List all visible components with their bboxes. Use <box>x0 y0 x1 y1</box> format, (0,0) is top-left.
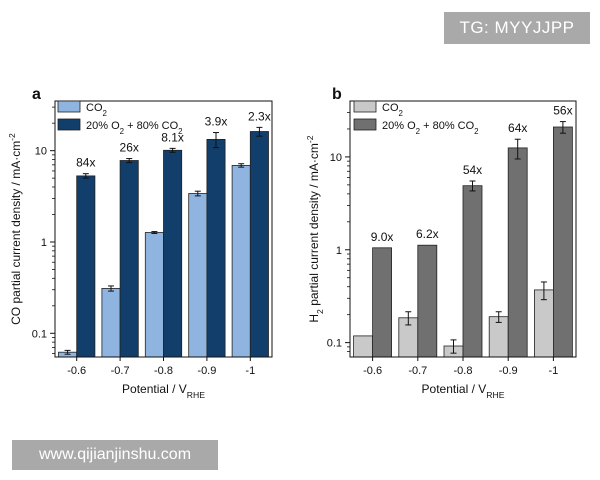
x-tick-label-4: -1 <box>245 365 255 377</box>
y-axis-label: H2 partial current density / mA·cm-2 <box>305 135 325 322</box>
x-tick-label-3: -0.9 <box>197 365 216 377</box>
legend-label-1: 20% O2 + 80% CO2 <box>86 120 183 136</box>
x-axis-label: Potential / VRHE <box>122 382 205 400</box>
ratio-annotation-1: 6.2x <box>416 227 439 241</box>
x-tick-label-1: -0.7 <box>111 365 130 377</box>
ratio-annotation-4: 2.3x <box>248 109 271 123</box>
y-tick-label-0: 0.1 <box>32 328 47 340</box>
ratio-annotation-4: 56x <box>553 104 572 118</box>
bar-co2-3 <box>188 193 208 358</box>
y-tick-label-2: 10 <box>330 152 342 164</box>
ratio-annotation-3: 64x <box>508 121 527 135</box>
ratio-annotation-2: 54x <box>463 163 482 177</box>
y-tick-label-2: 10 <box>35 146 47 158</box>
ratio-annotation-0: 9.0x <box>371 230 394 244</box>
ratio-annotation-1: 26x <box>120 141 139 155</box>
bar-o2-mix-4 <box>249 131 269 358</box>
panel-label: a <box>32 86 41 103</box>
bar-o2-mix-4 <box>553 126 573 358</box>
watermark-top: TG: MYYJJPP <box>444 12 590 44</box>
legend-label-0: CO2 <box>86 102 107 118</box>
bar-o2-mix-1 <box>119 160 139 358</box>
y-tick-label-1: 1 <box>336 245 342 257</box>
axes-frame <box>54 100 273 358</box>
bar-o2-mix-0 <box>372 247 393 358</box>
panel-label: b <box>332 86 342 103</box>
bar-co2-4 <box>231 164 251 358</box>
x-tick-label-2: -0.8 <box>154 365 173 377</box>
panel-a: a 84x -0.6 26x -0.7 8.1x -0.8 3.9x -0.9 2.3x -1 0.1… <box>7 86 273 400</box>
bar-o2-mix-3 <box>507 147 528 358</box>
legend-swatch-1 <box>353 118 377 131</box>
x-tick-label-1: -0.7 <box>408 365 427 377</box>
x-tick-label-4: -1 <box>549 365 559 377</box>
bar-co2-1 <box>101 287 121 358</box>
ratio-annotation-3: 3.9x <box>205 115 228 129</box>
bar-o2-mix-2 <box>163 149 183 358</box>
y-axis-label: CO partial current density / mA·cm-2 <box>7 133 23 325</box>
ratio-annotation-0: 84x <box>76 156 95 170</box>
watermark-bottom: www.qijianjinshu.com <box>12 440 218 470</box>
x-tick-label-0: -0.6 <box>363 365 382 377</box>
bar-co2-0 <box>353 335 374 358</box>
legend-swatch-1 <box>57 118 81 131</box>
bar-o2-mix-1 <box>417 244 438 358</box>
bar-o2-mix-3 <box>206 138 226 358</box>
bar-co2-2 <box>144 232 164 358</box>
legend-swatch-0 <box>353 100 377 113</box>
x-tick-label-0: -0.6 <box>67 365 86 377</box>
panel-b: b 9.0x -0.6 6.2x -0.7 54x -0.8 64x -0.9 56x -1 0.1 1… <box>305 86 577 400</box>
x-tick-label-3: -0.9 <box>499 365 518 377</box>
y-tick-label-0: 0.1 <box>327 338 342 350</box>
figure: a 84x -0.6 26x -0.7 8.1x -0.8 3.9x -0.9 2.3x -1 0.1… <box>7 86 577 400</box>
axes-frame <box>349 100 577 358</box>
x-tick-label-2: -0.8 <box>454 365 473 377</box>
ratio-annotation-2: 8.1x <box>161 130 184 144</box>
legend-swatch-0 <box>57 100 81 113</box>
bar-o2-mix-0 <box>76 175 96 358</box>
legend-label-1: 20% O2 + 80% CO2 <box>382 120 479 136</box>
x-axis-label: Potential / VRHE <box>422 382 505 400</box>
legend-label-0: CO2 <box>382 102 403 118</box>
y-tick-label-1: 1 <box>41 237 47 249</box>
bar-o2-mix-2 <box>462 185 483 358</box>
